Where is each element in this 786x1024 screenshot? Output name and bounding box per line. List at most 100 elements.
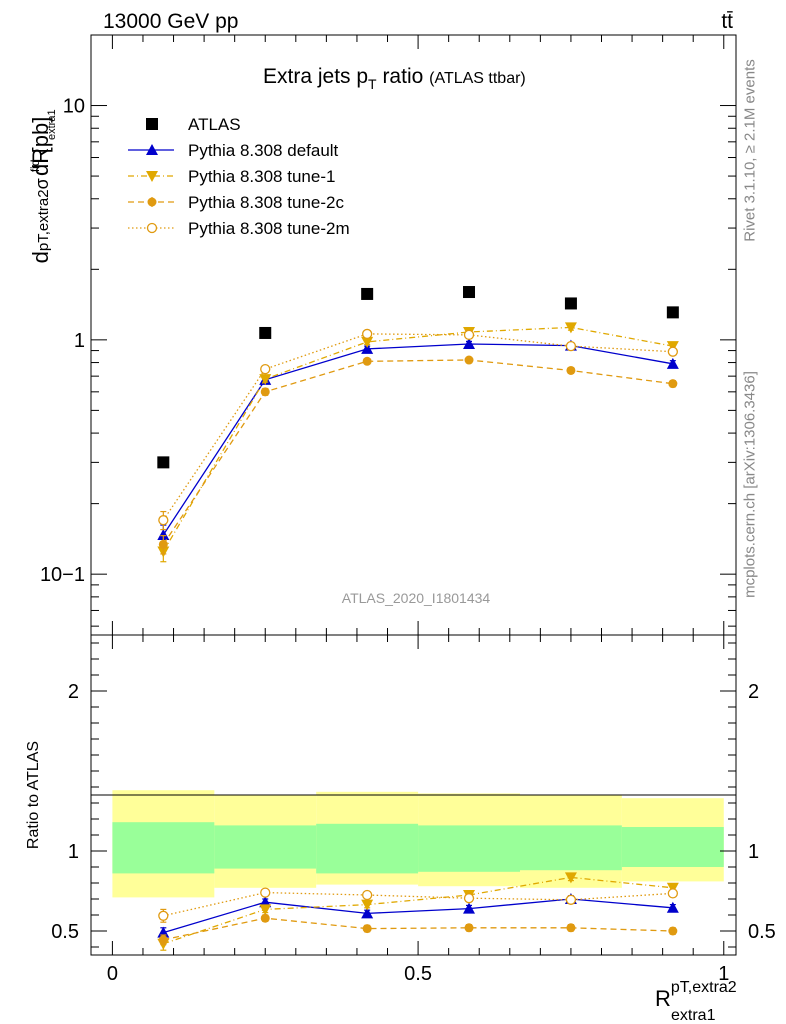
main-series-0-point <box>463 286 476 299</box>
legend-marker-2 <box>146 171 158 182</box>
ratio-y-tick-label-right: 0.5 <box>748 921 776 943</box>
main-series-1-point <box>666 357 679 369</box>
rivet-version-label: Rivet 3.1.10, ≥ 2.1M events <box>741 59 759 242</box>
ratio-series-3-point <box>463 893 475 904</box>
legend-marker-4 <box>146 222 158 234</box>
main-axis-ticks: 10−1 1 10 <box>40 34 736 635</box>
ratio-series-3-point <box>565 894 577 905</box>
legend: ATLAS Pythia 8.308 default Pythia 8.308 tu… <box>128 115 350 238</box>
ratio-plot-frame <box>90 634 737 956</box>
ratio-axis-ticks: 0.5 0.5 1 1 2 2 0 0.5 1 <box>51 635 776 985</box>
main-series-3-point <box>464 355 474 365</box>
main-series-4-point <box>260 363 271 375</box>
ratio-band-stat <box>418 825 521 872</box>
main-series-4-point <box>463 329 475 341</box>
main-series-3-point <box>158 539 168 549</box>
ratio-y-tick-label: 0.5 <box>51 921 79 943</box>
ratio-y-tick-label: 2 <box>68 681 79 703</box>
main-series-3-line <box>162 359 673 545</box>
x-tick-label: 1 <box>718 963 729 985</box>
main-series-4-point <box>667 346 678 357</box>
x-tick-label: 0.5 <box>404 963 432 985</box>
main-series-2-point <box>564 322 577 334</box>
x-tick-label: 0 <box>107 963 118 985</box>
ratio-series-layer <box>157 872 679 951</box>
x-axis-label-subscript: extra1 <box>671 1007 716 1024</box>
legend-marker-0 <box>146 118 158 130</box>
ratio-series-2-line <box>163 917 673 941</box>
svg-text:dR: dR <box>28 148 53 176</box>
mcplots-label: mcplots.cern.ch [arXiv:1306.3436] <box>741 371 759 598</box>
ratio-series-3-point <box>667 888 678 899</box>
main-series-2-point <box>361 336 374 348</box>
ratio-y-axis-label: Ratio to ATLAS <box>25 741 42 849</box>
ratio-y-tick-label-right: 1 <box>748 841 759 863</box>
header-process: 13000 GeV pp <box>103 10 238 33</box>
ratio-band-stat <box>520 825 622 871</box>
main-series-0-point <box>564 297 577 310</box>
main-y-axis-label: dpT,extra2σ fid [pb] dR extra1 <box>19 109 58 264</box>
main-series-3-point <box>668 379 678 389</box>
main-series-3-point <box>566 365 576 375</box>
legend-label-2: Pythia 8.308 tune-1 <box>188 167 335 186</box>
ratio-series-2-point <box>668 926 678 936</box>
main-series-1-point <box>157 528 170 540</box>
main-series-0-point <box>259 326 272 339</box>
svg-text:dpT,extra2σ fid: dpT,extra2σ fid [pb] <box>19 117 53 264</box>
main-series-1-line <box>162 343 673 536</box>
main-series-3-point <box>260 387 270 397</box>
ratio-y-tick-label-right: 2 <box>748 681 759 703</box>
ratio-series-0-point <box>463 902 476 914</box>
ratio-band-stat <box>316 823 419 874</box>
main-series-4-point <box>565 340 577 352</box>
ratio-band-stat <box>214 825 317 869</box>
main-series-0-point <box>361 287 374 300</box>
ratio-series-1-point <box>564 872 577 884</box>
y-tick-label: 10 <box>63 96 85 118</box>
ratio-series-2-point <box>362 924 372 934</box>
main-panel: 10−1 1 10 Extra jets pT ratio (ATLAS ttbar… <box>19 34 737 636</box>
legend-marker-3 <box>147 197 157 207</box>
x-axis-label: RpT,extra2 <box>655 979 737 1011</box>
header-final-state: tt̄ <box>721 10 733 33</box>
legend-label-4: Pythia 8.308 tune-2m <box>188 219 350 238</box>
main-series-0-point <box>666 306 679 319</box>
legend-label-0: ATLAS <box>188 115 241 134</box>
ratio-uncertainty-bands <box>112 790 724 898</box>
ratio-series-3-point <box>260 887 271 898</box>
ratio-series-3-point <box>362 889 373 901</box>
ratio-series-2-point <box>260 913 270 923</box>
y-tick-label: 1 <box>74 330 85 352</box>
y-tick-label: 10−1 <box>40 564 85 586</box>
main-series-1-point <box>361 342 374 354</box>
legend-label-3: Pythia 8.308 tune-2c <box>188 193 344 212</box>
svg-text:extra1: extra1 <box>46 109 58 140</box>
main-series-1-point <box>463 338 476 350</box>
ratio-y-tick-label: 1 <box>68 841 79 863</box>
ratio-band-stat <box>621 827 724 867</box>
main-series-0-point <box>157 456 170 469</box>
ratio-series-1-point <box>361 899 374 911</box>
analysis-watermark: ATLAS_2020_I1801434 <box>342 590 491 606</box>
ratio-panel: 0.5 0.5 1 1 2 2 0 0.5 1 Ratio to ATLAS RpT,extra… <box>25 634 776 1024</box>
ratio-series-2-point <box>158 935 168 945</box>
main-series-4-line <box>162 333 673 521</box>
main-series-4-point <box>362 328 373 340</box>
ratio-series-3-point <box>158 910 169 921</box>
main-series-4-point <box>158 515 169 526</box>
ratio-series-3-line <box>163 891 673 917</box>
legend-marker-1 <box>146 144 158 155</box>
main-series-3-point <box>362 356 372 366</box>
main-series-2-point <box>259 374 272 386</box>
ratio-series-2-point <box>566 923 576 933</box>
main-series-layer <box>157 286 679 563</box>
ratio-series-1-line <box>163 876 673 945</box>
ratio-band-stat <box>112 822 215 874</box>
ratio-series-0-point <box>361 907 374 919</box>
ratio-series-0-point <box>666 901 679 913</box>
ratio-series-2-point <box>464 923 474 933</box>
legend-label-1: Pythia 8.308 default <box>188 141 339 160</box>
ratio-series-0-line <box>163 898 673 934</box>
ratio-series-1-point <box>259 904 272 916</box>
